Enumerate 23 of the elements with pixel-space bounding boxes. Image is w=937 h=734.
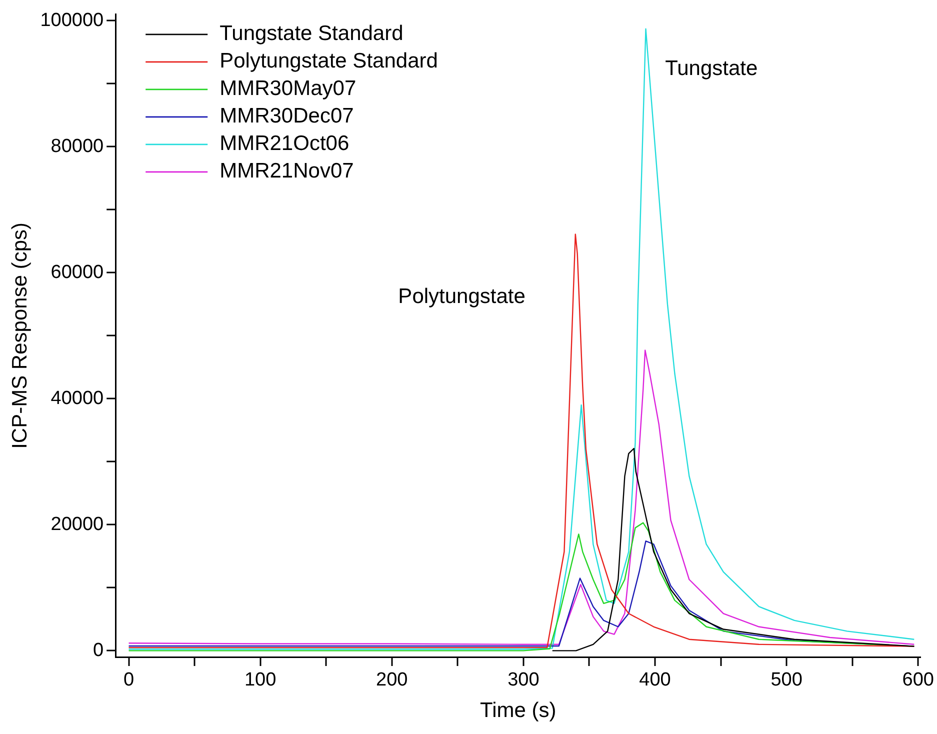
y-tick-label: 60000 xyxy=(50,262,104,283)
y-tick-label: 20000 xyxy=(50,514,104,535)
x-tick-label: 100 xyxy=(244,670,276,691)
x-tick-label: 600 xyxy=(902,670,934,691)
y-tick-label: 40000 xyxy=(50,388,104,409)
y-axis-title: ICP-MS Response (cps) xyxy=(8,222,32,449)
x-tick-label: 500 xyxy=(770,670,802,691)
legend-label: MMR21Nov07 xyxy=(220,160,354,183)
legend-label: MMR21Oct06 xyxy=(220,132,350,156)
x-axis-title: Time (s) xyxy=(480,699,556,722)
x-tick-label: 300 xyxy=(508,670,540,691)
legend-label: Tungstate Standard xyxy=(220,22,404,46)
legend-label: MMR30Dec07 xyxy=(220,104,354,128)
legend-label: MMR30May07 xyxy=(220,77,356,100)
y-tick-label: 100000 xyxy=(40,10,104,31)
x-tick-label: 400 xyxy=(639,670,671,691)
y-tick-label: 0 xyxy=(93,640,104,661)
y-tick-label: 80000 xyxy=(50,136,104,157)
x-tick-label: 0 xyxy=(123,670,134,691)
annotation: Tungstate xyxy=(665,56,758,80)
annotation: Polytungstate xyxy=(398,284,526,308)
legend-label: Polytungstate Standard xyxy=(220,50,438,73)
x-tick-label: 200 xyxy=(376,670,408,691)
